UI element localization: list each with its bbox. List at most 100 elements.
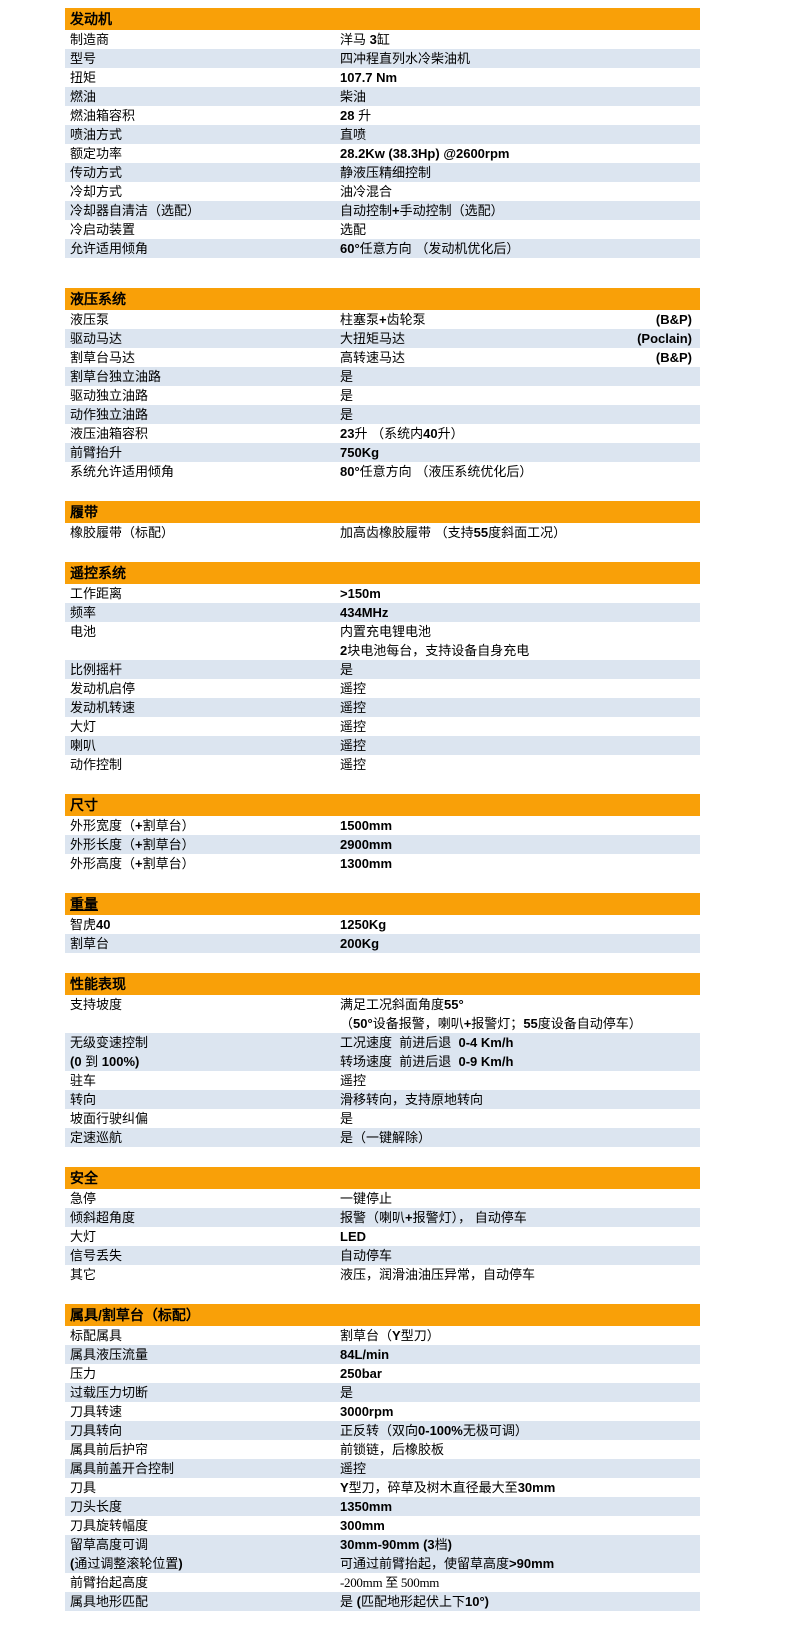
- spec-label-line: 急停: [70, 1191, 97, 1206]
- spec-row: 坡面行驶纠偏 是: [65, 1109, 700, 1128]
- spec-row: 属具液压流量 84L/min: [65, 1345, 700, 1364]
- spec-value-line: 是（一键解除）: [340, 1130, 432, 1145]
- spec-row: 频率 434MHz: [65, 603, 700, 622]
- spec-value: 大扭矩马达: [340, 329, 637, 348]
- spec-value-line: 滑移转向，支持原地转向: [340, 1092, 484, 1107]
- spec-label: 大灯: [65, 1227, 340, 1246]
- spec-label-line: 智虎40: [70, 917, 111, 932]
- spec-label: 冷却器自清洁（选配）: [65, 201, 340, 220]
- spec-note: (Poclain): [637, 331, 692, 346]
- spec-value-line: 转场速度 前进后退 0-9 Km/h: [340, 1054, 514, 1069]
- spec-label: 智虎40: [65, 915, 340, 934]
- spec-label: 信号丢失: [65, 1246, 340, 1265]
- spec-label: 刀具转向: [65, 1421, 340, 1440]
- spec-section-safety: 安全 急停 一键停止 倾斜超角度 报警（喇叭+报警灯）， 自动停车 大灯 LED 信号丢失 自动…: [65, 1167, 700, 1284]
- spec-row: 前臂抬起高度 -200mm 至 500mm: [65, 1573, 700, 1592]
- spec-value-line: 油冷混合: [340, 184, 393, 199]
- spec-value-line: 遥控: [340, 1461, 367, 1476]
- latin-text: 107.7 Nm: [340, 70, 398, 85]
- spec-label: 属具液压流量: [65, 1345, 340, 1364]
- spec-value: 自动停车: [340, 1246, 700, 1265]
- spec-row: 冷启动装置 选配: [65, 220, 700, 239]
- spec-row: 电池 内置充电锂电池 2块电池每台，支持设备自身充电: [65, 622, 700, 660]
- spec-value: 1350mm: [340, 1497, 700, 1516]
- section-header: 液压系统: [65, 288, 700, 310]
- spec-label-line: 型号: [70, 51, 97, 66]
- spec-label: 燃油箱容积: [65, 106, 340, 125]
- section-title: 液压系统: [70, 291, 126, 307]
- spec-row: 压力 250bar: [65, 1364, 700, 1383]
- spec-label-line: 动作独立油路: [70, 407, 149, 422]
- spec-label: 倾斜超角度: [65, 1208, 340, 1227]
- spec-row: 液压油箱容积 23升 （系统内40升）: [65, 424, 700, 443]
- spec-row: 刀头长度 1350mm: [65, 1497, 700, 1516]
- spec-value-line: 工况速度 前进后退 0-4 Km/h: [340, 1035, 514, 1050]
- spec-row: 工作距离 >150m: [65, 584, 700, 603]
- spec-label-line: 驻车: [70, 1073, 97, 1088]
- spec-value: 28.2Kw (38.3Hp) @2600rpm: [340, 144, 700, 163]
- spec-label-line: 割草台马达: [70, 350, 136, 365]
- spec-row: 外形长度（+割草台） 2900mm: [65, 835, 700, 854]
- spec-label-line: 信号丢失: [70, 1248, 123, 1263]
- spec-section-dimensions: 尺寸 外形宽度（+割草台） 1500mm 外形长度（+割草台） 2900mm 外形高度（+…: [65, 794, 700, 873]
- spec-value-line: -200mm 至 500mm: [340, 1575, 440, 1590]
- spec-label: 坡面行驶纠偏: [65, 1109, 340, 1128]
- spec-value: 是: [340, 1109, 700, 1128]
- spec-row: 驱动马达 大扭矩马达 (Poclain): [65, 329, 700, 348]
- spec-row: 发动机启停 遥控: [65, 679, 700, 698]
- latin-text: 50°: [353, 1016, 373, 1031]
- spec-value-line: 28.2Kw (38.3Hp) @2600rpm: [340, 144, 700, 163]
- spec-row: 允许适用倾角 60°任意方向 （发动机优化后）: [65, 239, 700, 258]
- spec-value: 是: [340, 1383, 700, 1402]
- spec-value-line: 遥控: [340, 700, 367, 715]
- latin-text: 0-9 Km/h: [451, 1054, 514, 1069]
- spec-row: 动作独立油路 是: [65, 405, 700, 424]
- spec-label-line: 其它: [70, 1267, 97, 1282]
- spec-label-line: 割草台独立油路: [70, 369, 162, 384]
- spec-label-line: 发动机转速: [70, 700, 136, 715]
- latin-text: 55: [473, 525, 489, 540]
- spec-row: 倾斜超角度 报警（喇叭+报警灯）， 自动停车: [65, 1208, 700, 1227]
- section-header: 属具/割草台（标配）: [65, 1304, 700, 1326]
- spec-row: 喷油方式 直喷: [65, 125, 700, 144]
- spec-label: 系统允许适用倾角: [65, 462, 340, 481]
- spec-value: 满足工况斜面角度55° （50°设备报警，喇叭+报警灯；55度设备自动停车）: [340, 995, 700, 1033]
- latin-text: 3: [366, 32, 377, 47]
- spec-value: 遥控: [340, 755, 700, 774]
- spec-row: 过载压力切断 是: [65, 1383, 700, 1402]
- spec-label: 液压泵: [65, 310, 340, 329]
- spec-label: 液压油箱容积: [65, 424, 340, 443]
- spec-row: 型号 四冲程直列水冷柴油机: [65, 49, 700, 68]
- spec-label-line: 传动方式: [70, 165, 123, 180]
- spec-value-line: 前锁链，后橡胶板: [340, 1442, 445, 1457]
- spec-label: 割草台马达: [65, 348, 340, 367]
- spec-value: 1300mm: [340, 854, 700, 873]
- spec-note: (B&P): [655, 350, 692, 365]
- spec-row: 割草台 200Kg: [65, 934, 700, 953]
- spec-value-line: 是 (匹配地形起伏上下10°): [340, 1594, 489, 1609]
- spec-value: >150m: [340, 584, 700, 603]
- spec-value-line: 是: [340, 662, 354, 677]
- spec-value-line: 1500mm: [340, 816, 700, 835]
- section-header: 履带: [65, 501, 700, 523]
- spec-label: 属具地形匹配: [65, 1592, 340, 1611]
- spec-value-line: （50°设备报警，喇叭+报警灯；55度设备自动停车）: [340, 1016, 642, 1031]
- spec-label-line: 刀头长度: [70, 1499, 123, 1514]
- spec-value-line: 是: [340, 407, 354, 422]
- spec-label-line: 系统允许适用倾角: [70, 464, 175, 479]
- spec-value-line: >150m: [340, 584, 700, 603]
- section-header: 性能表现: [65, 973, 700, 995]
- spec-row: 燃油箱容积 28 升: [65, 106, 700, 125]
- spec-value-line: 84L/min: [340, 1345, 700, 1364]
- spec-label-line: 允许适用倾角: [70, 241, 149, 256]
- spec-label: 过载压力切断: [65, 1383, 340, 1402]
- spec-value-line: 28 升: [340, 108, 372, 123]
- spec-value-line: 直喷: [340, 127, 367, 142]
- spec-row: 急停 一键停止: [65, 1189, 700, 1208]
- spec-row: 割草台独立油路 是: [65, 367, 700, 386]
- spec-value: 1500mm: [340, 816, 700, 835]
- spec-section-engine: 发动机 制造商 洋马 3缸 型号 四冲程直列水冷柴油机 扭矩 107.7 Nm 燃油 柴油 燃油箱…: [65, 8, 700, 258]
- spec-row: 燃油 柴油: [65, 87, 700, 106]
- spec-section-attachment-mower-deck: 属具/割草台（标配） 标配属具 割草台（Y型刀） 属具液压流量 84L/min 压力 250…: [65, 1304, 700, 1611]
- spec-row: 刀具转向 正反转（双向0-100%无极可调）: [65, 1421, 700, 1440]
